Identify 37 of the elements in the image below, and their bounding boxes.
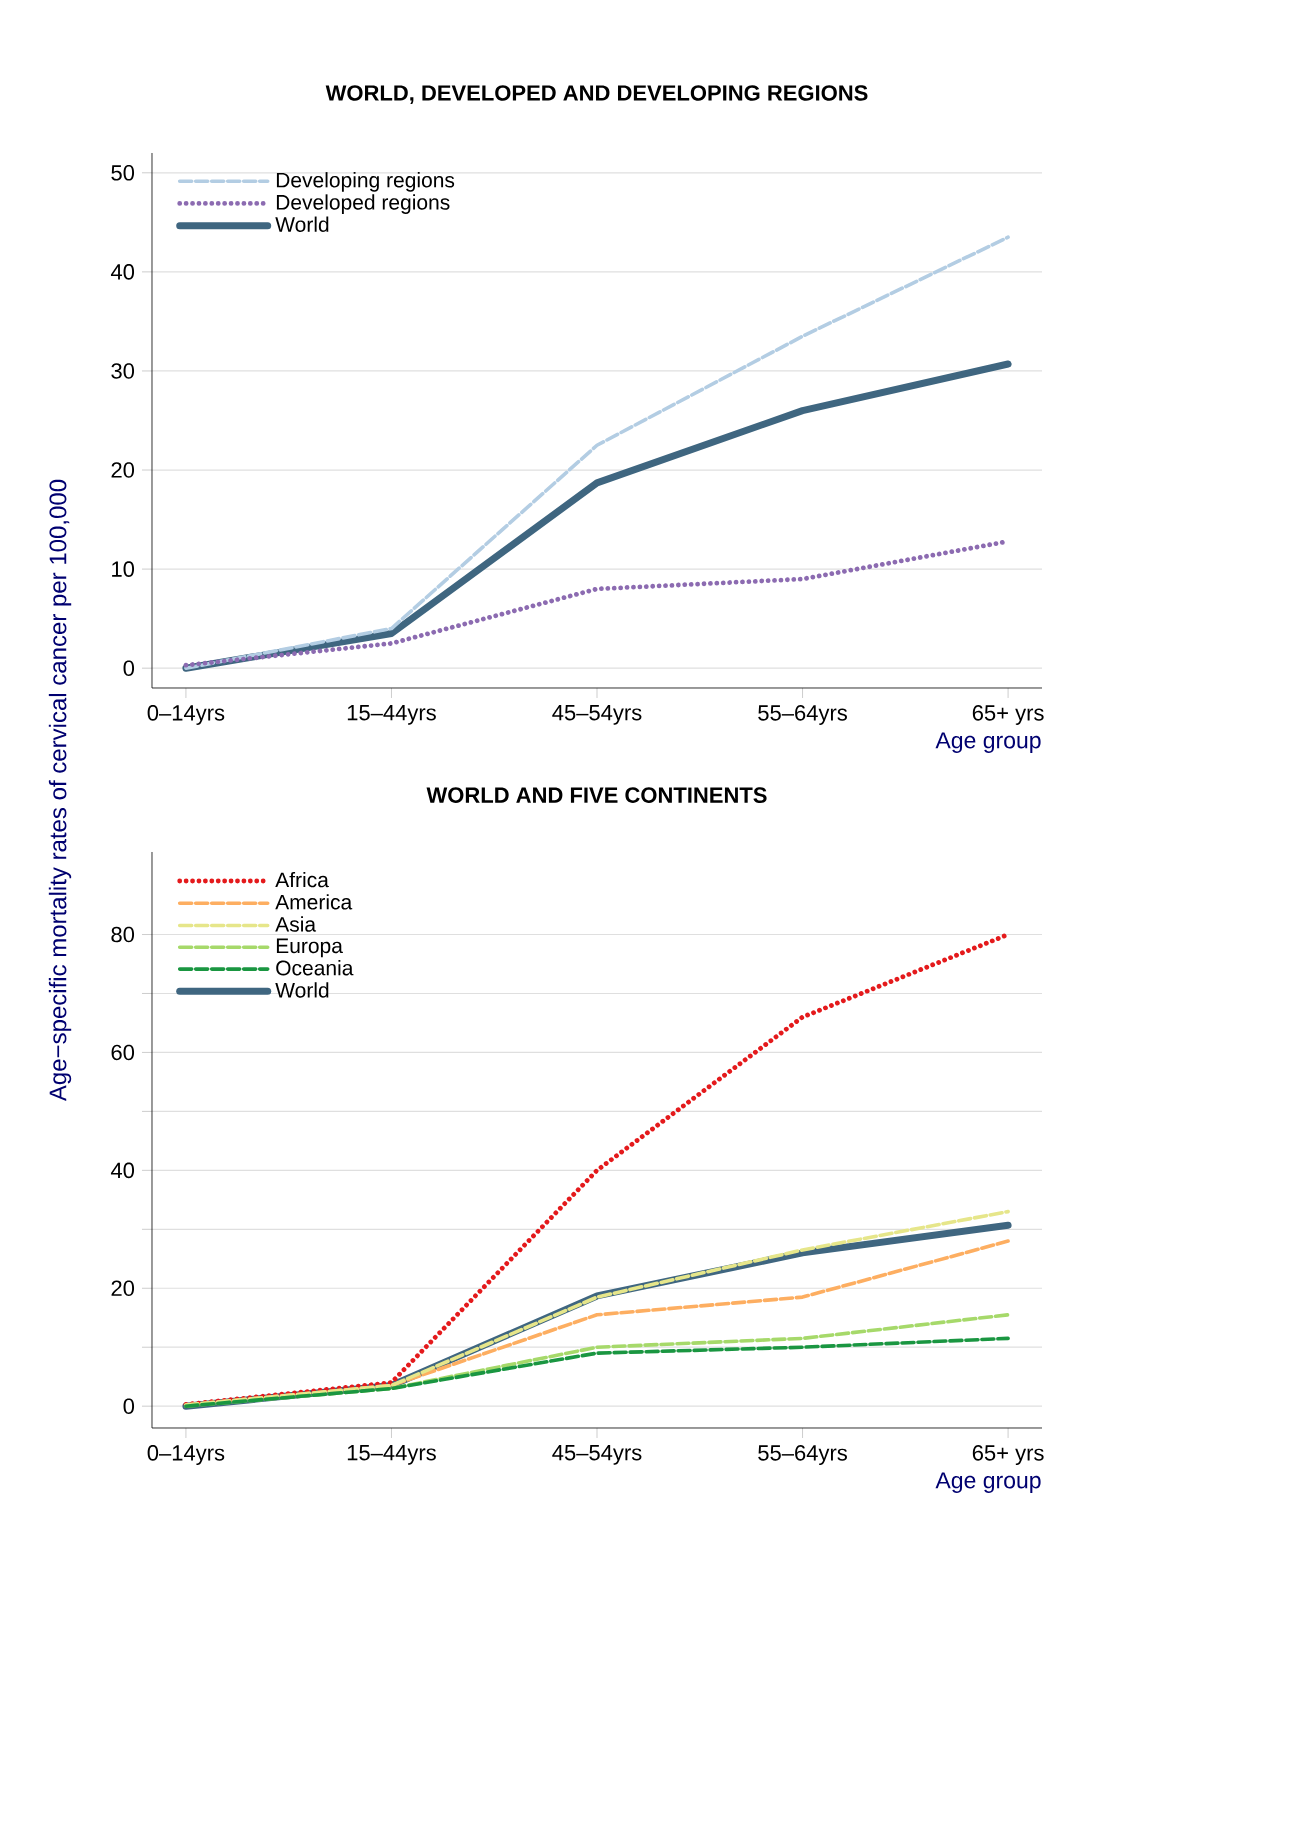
y-axis-title: Age−specific mortality rates of cervical cancer per 100,000: [48, 479, 72, 1102]
x-axis-title: Age group: [935, 732, 1041, 753]
x-tick-label: 0–14yrs: [147, 1445, 225, 1465]
line-series: [184, 235, 1010, 670]
legend-label: Developed regions: [276, 194, 450, 214]
line-series: [184, 1336, 1010, 1408]
chart-title: WORLD, DEVELOPED AND DEVELOPING REGIONS: [325, 85, 868, 104]
legend-label: America: [275, 894, 353, 910]
y-tick-label: 50: [111, 165, 135, 181]
legend-label: Asia: [275, 916, 317, 932]
x-tick-label: 15–44yrs: [347, 705, 436, 725]
y-tick-label: 30: [111, 363, 135, 379]
x-axis-title: Age group: [935, 1472, 1041, 1493]
x-tick-label: 65+ yrs: [972, 1445, 1044, 1465]
y-tick-label: 60: [111, 1044, 135, 1061]
y-tick-label: 20: [111, 462, 135, 478]
x-tick-label: 45–54yrs: [552, 705, 642, 725]
legend-label: World: [275, 216, 329, 232]
y-tick-label: 40: [110, 1162, 135, 1179]
y-tick-label: 0: [123, 660, 135, 676]
y-tick-label: 10: [112, 561, 135, 577]
legend-label: Africa: [275, 871, 329, 888]
y-tick-label: 40: [110, 264, 135, 280]
chart-title: WORLD AND FIVE CONTINENTS: [426, 787, 767, 803]
y-tick-label: 80: [111, 926, 135, 943]
y-tick-label: 20: [111, 1280, 135, 1297]
legend-label: Developing regions: [276, 172, 455, 192]
y-tick-label: 0: [123, 1398, 135, 1414]
legend-label: Oceania: [276, 960, 354, 976]
x-tick-label: 45–54yrs: [552, 1445, 642, 1465]
x-tick-label: 65+ yrs: [972, 705, 1044, 725]
x-tick-label: 0–14yrs: [147, 705, 225, 725]
legend-label: Europa: [276, 938, 343, 958]
legend-label: World: [275, 982, 329, 998]
x-tick-label: 55–64yrs: [758, 1445, 847, 1465]
x-tick-label: 55–64yrs: [758, 705, 847, 725]
x-tick-label: 15–44yrs: [347, 1445, 436, 1465]
